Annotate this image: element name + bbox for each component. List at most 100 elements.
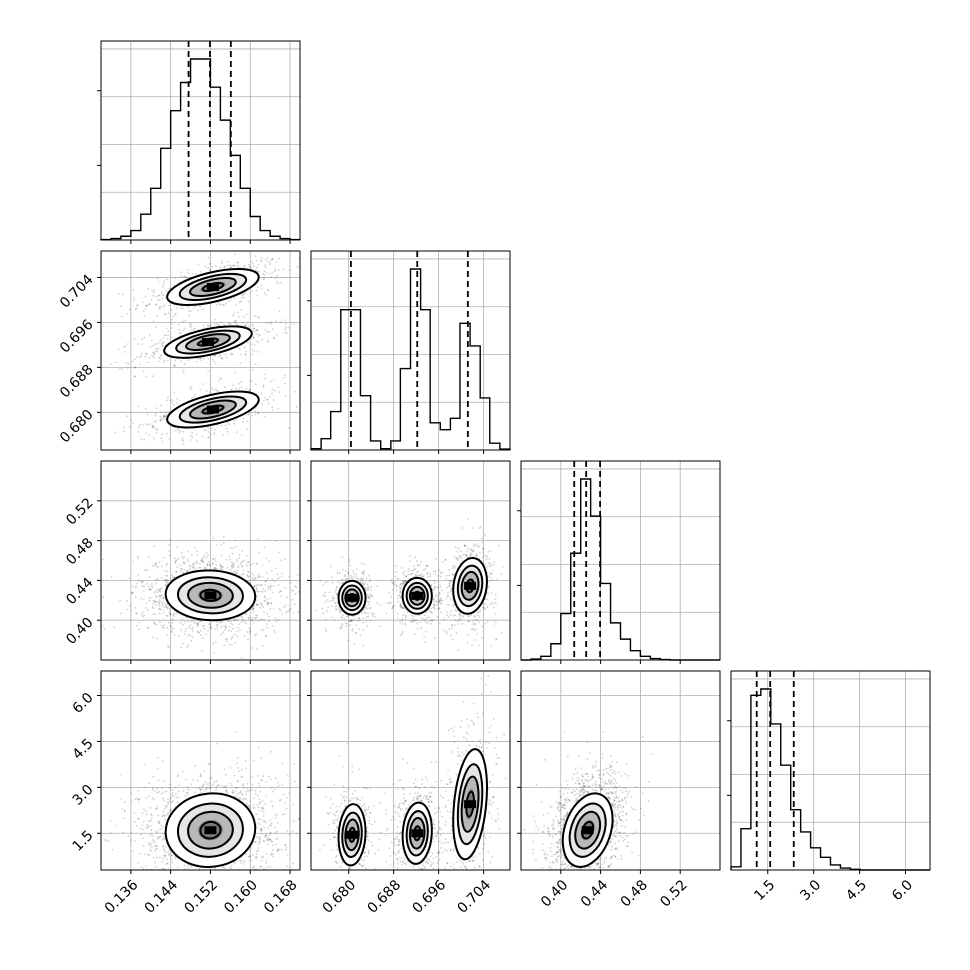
scatter-point bbox=[405, 575, 408, 578]
scatter-point bbox=[148, 303, 151, 306]
scatter-point bbox=[446, 595, 449, 598]
scatter-point bbox=[285, 807, 288, 810]
scatter-point bbox=[240, 434, 243, 437]
scatter-point bbox=[235, 418, 238, 421]
scatter-point bbox=[433, 604, 436, 606]
scatter-point bbox=[334, 601, 336, 604]
scatter-point bbox=[218, 303, 221, 305]
scatter-point bbox=[283, 247, 285, 249]
scatter-point bbox=[403, 571, 406, 573]
scatter-point bbox=[162, 361, 165, 363]
scatter-point bbox=[455, 557, 457, 560]
scatter-point bbox=[194, 305, 196, 308]
scatter-point bbox=[176, 566, 179, 569]
scatter-point bbox=[230, 388, 233, 390]
scatter-point bbox=[269, 832, 272, 835]
scatter-point bbox=[287, 327, 290, 329]
scatter-point bbox=[135, 624, 138, 627]
scatter-point bbox=[369, 578, 371, 581]
scatter-point bbox=[165, 603, 168, 606]
scatter-point bbox=[365, 577, 368, 580]
scatter-point bbox=[281, 784, 284, 786]
scatter-point bbox=[236, 756, 239, 759]
scatter-point bbox=[158, 305, 161, 308]
panel-grid-2-3 bbox=[521, 671, 720, 870]
scatter-point bbox=[188, 314, 190, 317]
scatter-point bbox=[199, 870, 201, 872]
scatter-point bbox=[458, 615, 461, 617]
scatter-point bbox=[175, 613, 177, 616]
scatter-point bbox=[182, 369, 184, 372]
scatter-point bbox=[334, 602, 337, 605]
scatter-point bbox=[255, 266, 258, 269]
scatter-point bbox=[291, 830, 294, 833]
scatter-point bbox=[212, 652, 215, 654]
scatter-point bbox=[131, 592, 134, 595]
scatter-point bbox=[171, 628, 174, 630]
scatter-point bbox=[155, 295, 158, 298]
scatter-point bbox=[232, 420, 235, 422]
scatter-point bbox=[355, 568, 358, 570]
scatter-point bbox=[252, 562, 255, 565]
scatter-point bbox=[283, 377, 285, 379]
scatter-point bbox=[190, 323, 193, 326]
scatter-point bbox=[227, 874, 229, 876]
scatter-point bbox=[400, 596, 402, 599]
scatter-point bbox=[156, 343, 159, 345]
scatter-point bbox=[193, 621, 196, 624]
scatter-point bbox=[249, 629, 252, 632]
scatter-point bbox=[434, 586, 436, 589]
scatter-point bbox=[238, 348, 241, 351]
scatter-point bbox=[258, 316, 260, 319]
scatter-point bbox=[238, 553, 241, 556]
scatter-point bbox=[401, 567, 404, 569]
scatter-point bbox=[331, 582, 334, 584]
scatter-point bbox=[148, 576, 151, 579]
scatter-point bbox=[209, 433, 212, 436]
scatter-point bbox=[431, 619, 434, 621]
scatter-point bbox=[173, 615, 175, 618]
scatter-point bbox=[251, 260, 253, 263]
scatter-point bbox=[156, 315, 159, 317]
scatter-point bbox=[204, 567, 207, 569]
scatter-point bbox=[369, 606, 372, 609]
scatter-point bbox=[366, 624, 368, 627]
scatter-point bbox=[440, 571, 442, 574]
scatter-point bbox=[276, 274, 279, 277]
scatter-point bbox=[396, 589, 398, 592]
scatter-point bbox=[363, 583, 365, 586]
scatter-point bbox=[214, 877, 216, 879]
scatter-point bbox=[226, 640, 228, 643]
scatter-point bbox=[336, 569, 339, 572]
scatter-point bbox=[153, 353, 156, 356]
scatter-point bbox=[197, 623, 200, 626]
scatter-point bbox=[251, 349, 254, 352]
scatter-point bbox=[154, 841, 157, 844]
scatter-point bbox=[181, 618, 183, 621]
scatter-point bbox=[459, 557, 462, 560]
scatter-point bbox=[171, 794, 174, 797]
scatter-point bbox=[162, 810, 165, 813]
scatter-point bbox=[248, 389, 251, 391]
scatter-point bbox=[183, 363, 186, 365]
scatter-point bbox=[262, 384, 265, 387]
scatter-point bbox=[418, 614, 421, 617]
scatter-point bbox=[440, 602, 443, 605]
scatter-point bbox=[260, 392, 263, 395]
scatter-point bbox=[437, 602, 440, 605]
scatter-point bbox=[163, 359, 166, 362]
scatter-point bbox=[401, 633, 404, 635]
scatter-point bbox=[412, 565, 415, 567]
scatter-point bbox=[265, 635, 268, 638]
scatter-point bbox=[167, 312, 170, 314]
scatter-point bbox=[401, 584, 403, 587]
scatter-point bbox=[163, 570, 166, 572]
scatter-point bbox=[433, 598, 436, 601]
scatter-point bbox=[209, 268, 212, 271]
scatter-point bbox=[142, 580, 144, 583]
scatter-point bbox=[147, 609, 150, 612]
scatter-point bbox=[252, 335, 255, 338]
scatter-point bbox=[254, 578, 257, 581]
scatter-point bbox=[493, 561, 496, 564]
scatter-point bbox=[156, 303, 158, 306]
